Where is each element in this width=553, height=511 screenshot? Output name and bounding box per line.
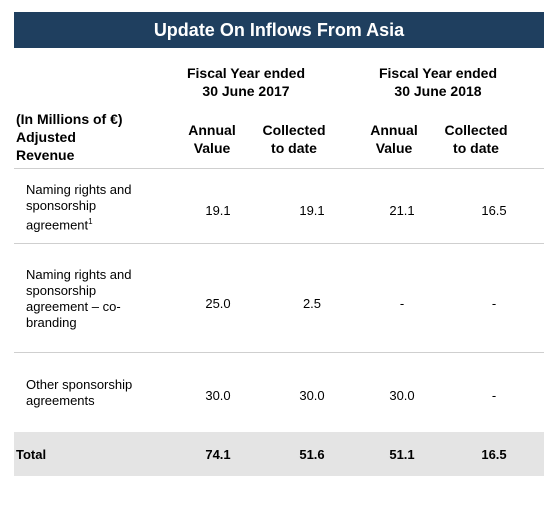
total-value: 74.1 (205, 447, 231, 462)
cell-value: 25.0 (205, 296, 231, 311)
column-header-line2: Value (375, 140, 413, 156)
cell-value: 30.0 (389, 388, 415, 403)
column-header-collected-2018: Collected to date (436, 121, 516, 157)
footnote-marker: 1 (88, 217, 93, 226)
fiscal-year-2017-line2: 30 June 2017 (202, 83, 290, 99)
total-row (14, 432, 544, 476)
column-header-line2: to date (271, 140, 317, 156)
column-header-line1: Annual (370, 122, 418, 138)
divider (14, 352, 544, 353)
column-header-line1: Annual (188, 122, 236, 138)
total-label: Total (16, 447, 47, 462)
column-header-line1: Collected (444, 122, 508, 138)
fiscal-year-2017-header: Fiscal Year ended 30 June 2017 (176, 64, 316, 100)
row-label-line: agreements (26, 393, 95, 408)
table-title: Update On Inflows From Asia (14, 12, 544, 48)
fiscal-year-2018-line1: Fiscal Year ended (378, 65, 498, 81)
row-label: Naming rights and sponsorship agreement1 (26, 182, 132, 233)
row-header-line3: Revenue (16, 147, 75, 163)
row-label-line: branding (26, 315, 77, 330)
row-label-line: Other sponsorship (26, 377, 133, 392)
cell-value: 19.1 (299, 203, 325, 218)
row-label-line: agreement – co- (26, 299, 121, 314)
row-label: Naming rights and sponsorship agreement … (26, 267, 132, 331)
row-label-line: sponsorship (26, 283, 97, 298)
column-header-line2: Value (193, 140, 231, 156)
row-label-line: Naming rights and (26, 182, 132, 197)
column-header-collected-2017: Collected to date (254, 121, 334, 157)
cell-value: - (399, 296, 405, 311)
column-header-line1: Collected (262, 122, 326, 138)
row-label: Other sponsorship agreements (26, 377, 132, 409)
total-value: 51.1 (389, 447, 415, 462)
fiscal-year-2018-header: Fiscal Year ended 30 June 2018 (368, 64, 508, 100)
units-label: (In Millions of €) (16, 111, 123, 127)
row-label-text: agreement (26, 217, 89, 233)
total-value: 51.6 (299, 447, 325, 462)
divider (14, 243, 544, 244)
fiscal-year-2018-line2: 30 June 2018 (394, 83, 482, 99)
cell-value: 2.5 (302, 296, 322, 311)
column-header-line2: to date (453, 140, 499, 156)
cell-value: 30.0 (299, 388, 325, 403)
row-header: (In Millions of €) Adjusted Revenue (16, 110, 123, 164)
row-label-line: sponsorship (26, 198, 97, 213)
cell-value: 21.1 (389, 203, 415, 218)
fiscal-year-2017-line1: Fiscal Year ended (186, 65, 306, 81)
row-label-line: Naming rights and (26, 267, 132, 282)
column-header-annual-value-2018: Annual Value (362, 121, 426, 157)
row-header-line2: Adjusted (16, 129, 76, 145)
cell-value: 30.0 (205, 388, 231, 403)
cell-value: - (491, 296, 497, 311)
cell-value: 16.5 (481, 203, 507, 218)
total-value: 16.5 (481, 447, 507, 462)
cell-value: 19.1 (205, 203, 231, 218)
divider (14, 168, 544, 169)
row-label-line: agreement1 (26, 214, 132, 233)
cell-value: - (491, 388, 497, 403)
column-header-annual-value-2017: Annual Value (180, 121, 244, 157)
